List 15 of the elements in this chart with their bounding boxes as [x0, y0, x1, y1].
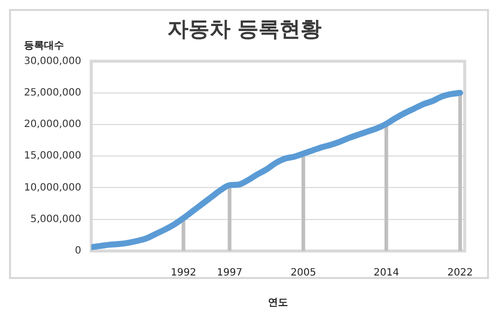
x-tick-label: 2014: [374, 268, 400, 279]
y-tick-label: 25,000,000: [24, 87, 82, 98]
y-tick-label: 20,000,000: [24, 119, 82, 130]
y-tick-label: 0: [74, 246, 82, 257]
y-tick-label: 30,000,000: [24, 56, 82, 67]
x-tick-label: 2005: [290, 268, 316, 279]
chart-title: 자동차 등록현황: [167, 17, 322, 42]
y-tick-label: 5,000,000: [30, 214, 82, 225]
y-tick-label: 15,000,000: [24, 150, 82, 162]
y-axis-title: 등록대수: [24, 40, 64, 52]
x-axis-title: 연도: [268, 298, 288, 309]
x-tick-label: 1992: [170, 268, 196, 279]
x-tick-label: 1997: [216, 268, 242, 279]
y-tick-label: 10,000,000: [24, 182, 82, 194]
x-tick-label: 2022: [447, 268, 473, 279]
